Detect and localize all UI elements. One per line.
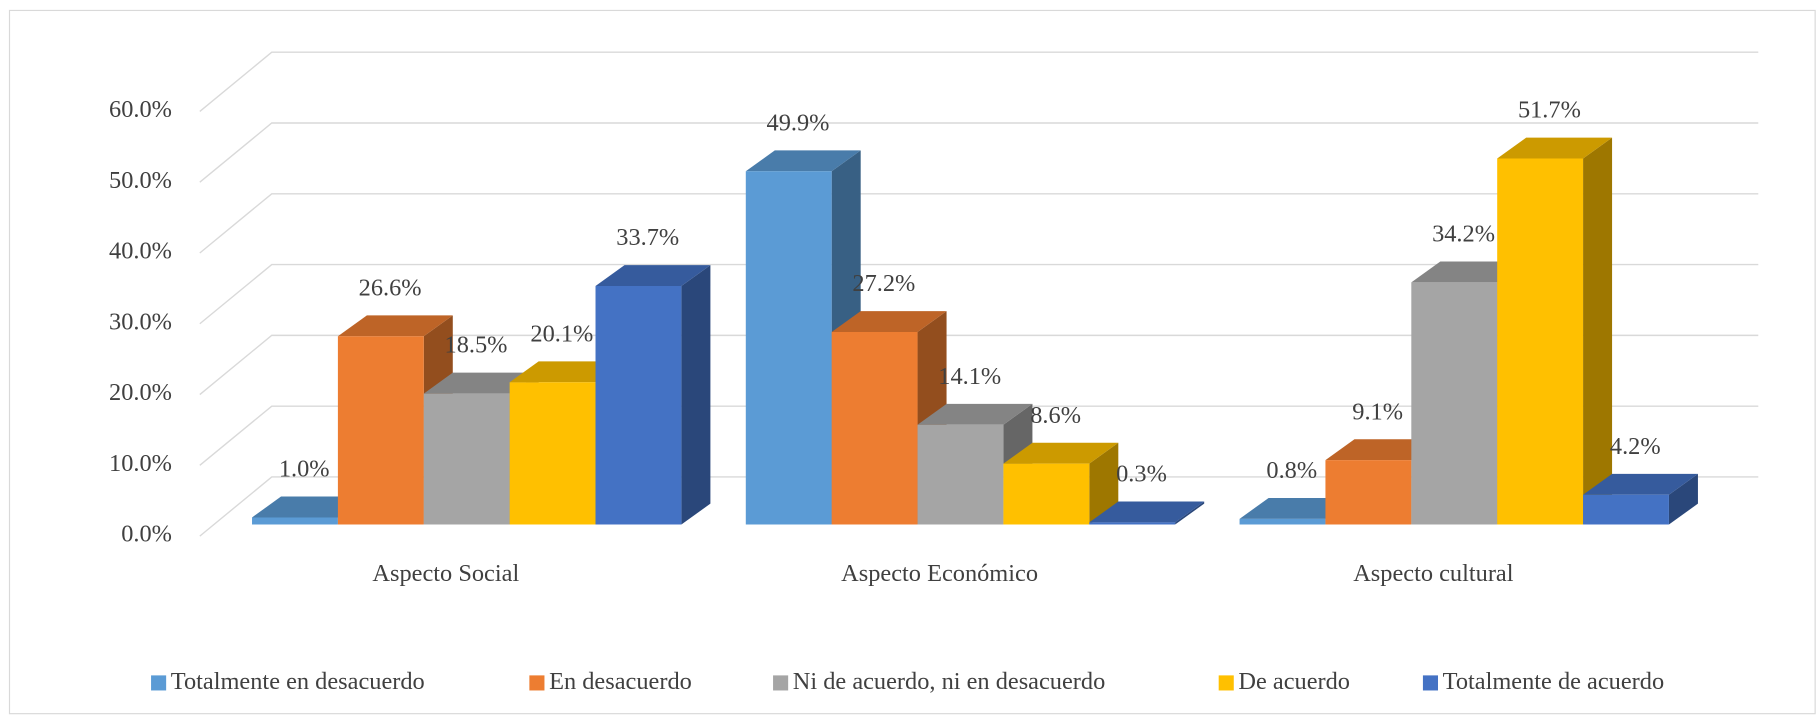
bar xyxy=(1089,501,1205,525)
grid-line xyxy=(199,122,1759,183)
legend-label: Totalmente de acuerdo xyxy=(1443,668,1664,695)
data-label: 14.1% xyxy=(938,363,1001,390)
grid-line xyxy=(199,193,1759,254)
bar-front xyxy=(252,517,338,525)
data-label: 27.2% xyxy=(852,270,915,297)
bar-top xyxy=(595,265,711,286)
legend-swatch xyxy=(1422,675,1439,691)
bar-front xyxy=(1239,518,1326,525)
y-tick-label: 10.0% xyxy=(109,450,172,477)
bar-front xyxy=(1003,463,1090,525)
bar-front xyxy=(337,336,424,525)
bar-front xyxy=(1325,460,1412,525)
legend-swatch xyxy=(529,675,545,691)
y-tick-label: 0.0% xyxy=(121,521,172,548)
grid-line xyxy=(199,51,1759,112)
legend-label: De acuerdo xyxy=(1238,668,1350,695)
data-label: 33.7% xyxy=(616,224,679,251)
bar-top xyxy=(337,315,453,337)
legend-swatch xyxy=(773,675,789,691)
bar xyxy=(1583,473,1698,525)
bar-side xyxy=(1583,137,1613,525)
grid-line xyxy=(199,263,1759,325)
grid-line xyxy=(199,405,1759,466)
bar xyxy=(1003,442,1119,525)
bar-top xyxy=(745,150,861,172)
bar-front xyxy=(1583,494,1669,525)
bar-front xyxy=(423,393,510,525)
data-label: 0.3% xyxy=(1116,461,1167,488)
grid-line xyxy=(199,334,1759,396)
bar-side xyxy=(1668,473,1698,525)
bar-top xyxy=(1583,473,1698,495)
data-label: 4.2% xyxy=(1610,433,1661,460)
bar xyxy=(595,265,711,525)
y-tick-label: 40.0% xyxy=(109,238,172,265)
data-label: 49.9% xyxy=(767,109,830,136)
data-label: 8.6% xyxy=(1030,402,1081,429)
y-tick-label: 30.0% xyxy=(109,308,172,335)
y-tick-label: 20.0% xyxy=(109,379,172,406)
bar-side xyxy=(1089,442,1119,525)
bar-top xyxy=(1089,501,1205,523)
data-label: 34.2% xyxy=(1432,221,1495,248)
data-label: 9.1% xyxy=(1352,398,1403,425)
grid-line xyxy=(199,476,1759,537)
y-tick-label: 50.0% xyxy=(109,167,172,194)
bar-top xyxy=(831,311,947,332)
bar-front xyxy=(1089,522,1176,525)
bar-front xyxy=(509,382,596,525)
x-tick-label: Aspecto cultural xyxy=(1353,560,1514,587)
bar-front xyxy=(1411,282,1498,525)
legend-swatch xyxy=(151,675,167,691)
data-label: 18.5% xyxy=(445,332,508,359)
bar-side xyxy=(1175,501,1205,525)
bar-front xyxy=(1497,158,1584,525)
bar-front xyxy=(745,171,832,525)
legend-label: En desacuerdo xyxy=(549,668,692,695)
data-label: 51.7% xyxy=(1518,97,1581,124)
legend-label: Totalmente en desacuerdo xyxy=(171,668,425,695)
bar xyxy=(917,403,1033,525)
bar-front xyxy=(831,331,918,525)
data-label: 26.6% xyxy=(359,274,422,301)
y-tick-label: 60.0% xyxy=(109,96,172,123)
legend-swatch xyxy=(1218,675,1234,691)
bar-top xyxy=(1497,137,1613,159)
bar-front xyxy=(595,285,682,525)
bar-side xyxy=(681,265,711,525)
x-tick-label: Aspecto Económico xyxy=(841,560,1038,587)
data-label: 0.8% xyxy=(1266,457,1317,484)
bar-front xyxy=(917,424,1004,525)
legend-label: Ni de acuerdo, ni en desacuerdo xyxy=(793,668,1105,695)
data-label: 1.0% xyxy=(279,456,330,483)
bar xyxy=(1497,137,1613,525)
data-label: 20.1% xyxy=(530,320,593,347)
x-tick-label: Aspecto Social xyxy=(372,560,519,587)
bar-top xyxy=(917,403,1033,425)
bar-top xyxy=(1003,442,1119,464)
